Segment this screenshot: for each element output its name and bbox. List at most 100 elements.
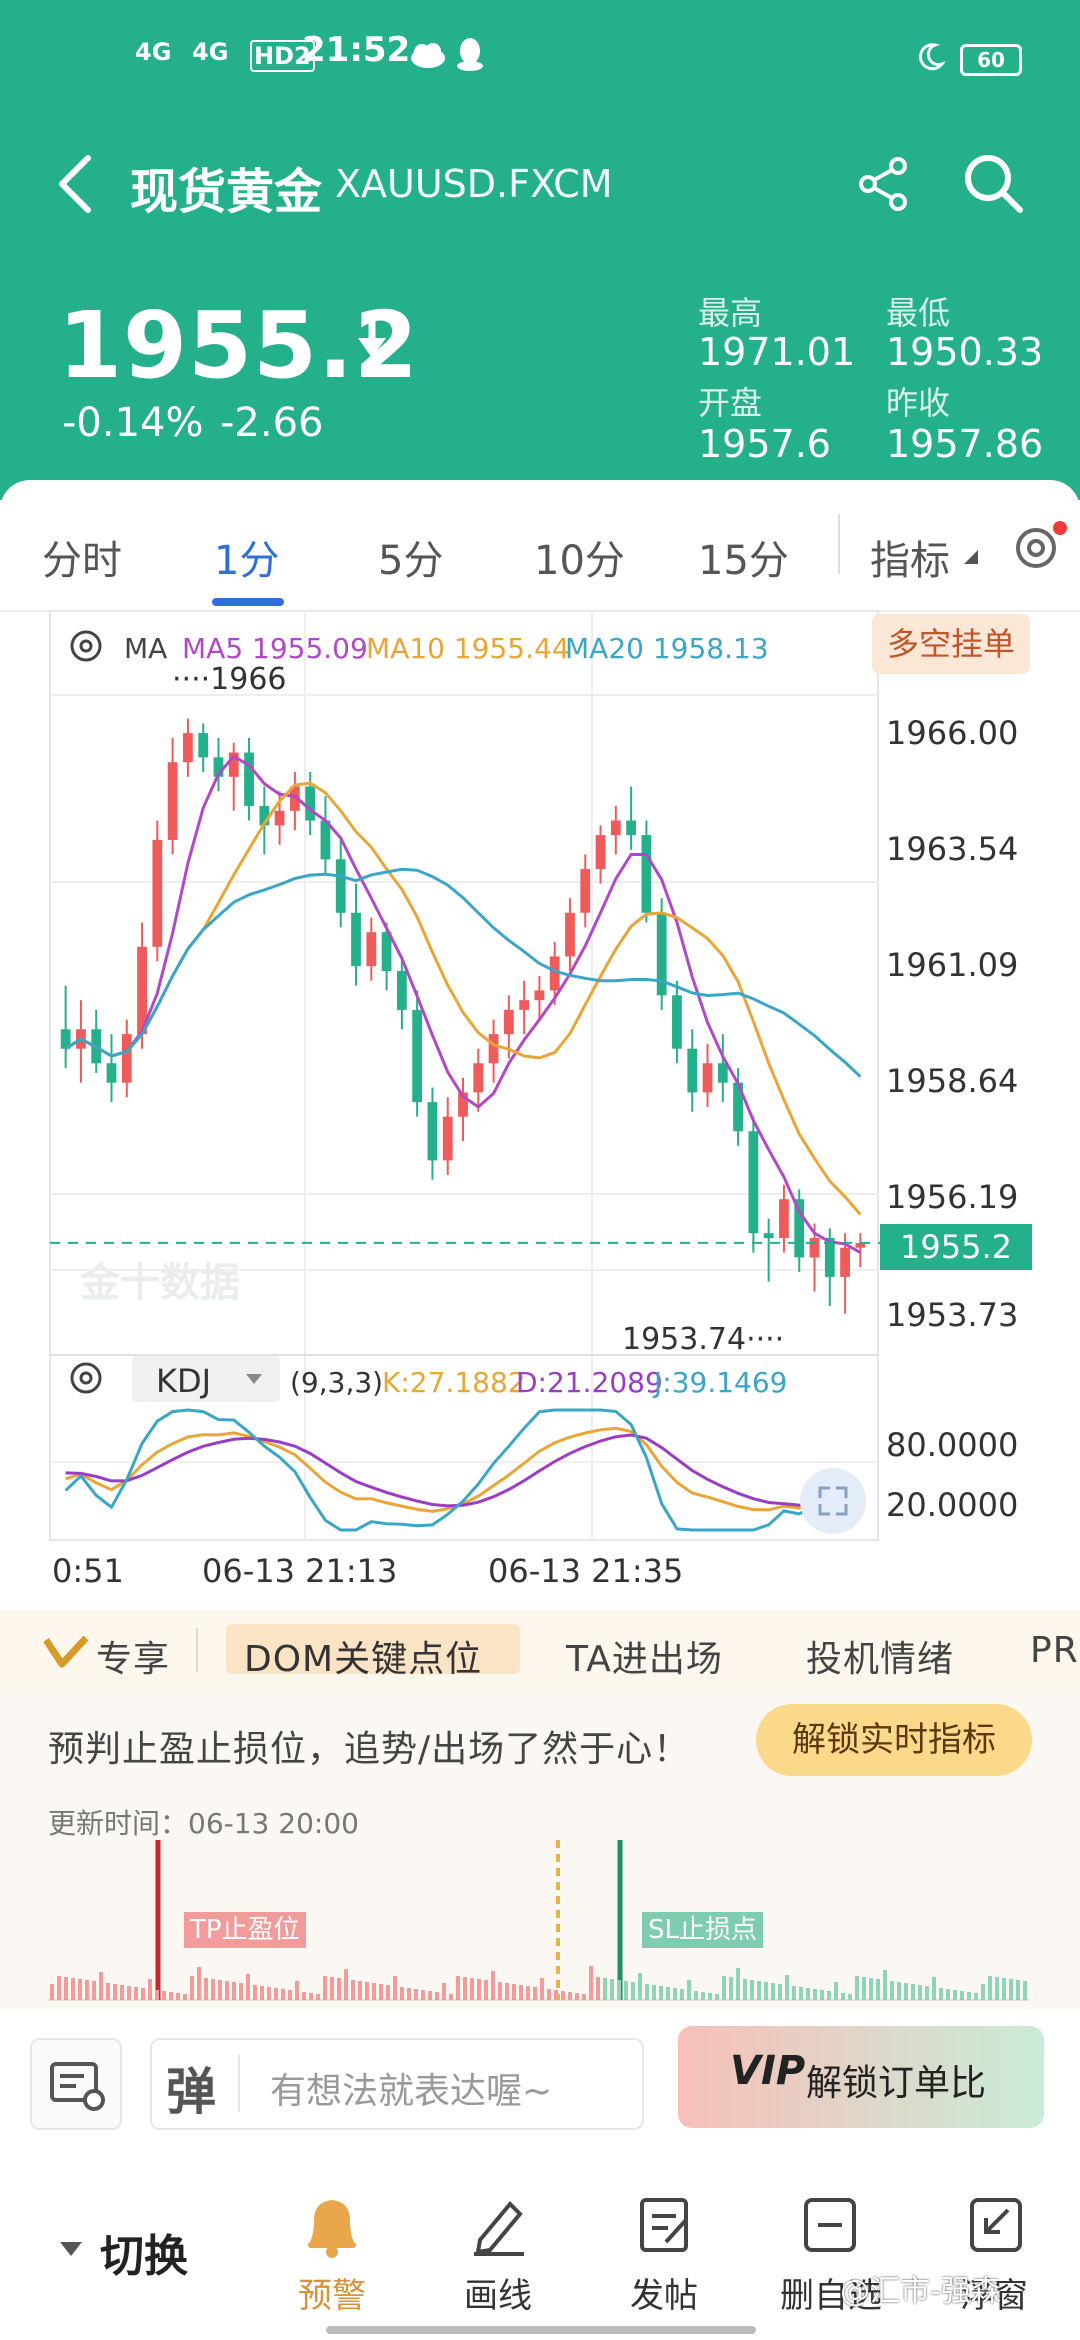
prev-close-value: 1957.86: [886, 422, 1044, 466]
expand-icon[interactable]: [800, 1468, 866, 1534]
x-tick: 0:51: [52, 1552, 124, 1590]
edit-note-icon[interactable]: [632, 2190, 696, 2260]
order-board-button[interactable]: 多空挂单: [872, 614, 1030, 674]
feature-pr[interactable]: PR: [1030, 1630, 1079, 1671]
feature-sentiment[interactable]: 投机情绪: [806, 1639, 955, 1680]
dom-bar: [232, 1982, 236, 2000]
tab-5min[interactable]: 5分: [378, 538, 444, 584]
chevron-left-icon[interactable]: [52, 152, 96, 216]
candle-body: [289, 786, 300, 811]
arrow-down-icon: [358, 316, 386, 358]
dom-bar: [267, 1987, 271, 2000]
tab-1min[interactable]: 1分: [214, 538, 280, 584]
candle-body: [488, 1034, 499, 1064]
ma10-line: [64, 781, 862, 1216]
kline-chart-area[interactable]: MA MA5 1955.09 MA10 1955.44 MA20 1958.13…: [0, 610, 1080, 1600]
candle-body: [198, 733, 209, 758]
pen-icon[interactable]: [466, 2190, 530, 2260]
indicator-menu[interactable]: 指标: [870, 538, 950, 584]
dom-bar: [71, 1978, 75, 2000]
dom-bar: [918, 1985, 922, 2000]
unlock-order-ratio-button[interactable]: VIP 解锁订单比: [678, 2026, 1044, 2128]
caret-down-icon: [60, 2242, 82, 2256]
candle-body: [458, 1092, 468, 1117]
candle-body: [259, 805, 270, 826]
dom-bar: [554, 1990, 558, 2000]
dom-bar: [344, 1969, 348, 2000]
dom-bar: [337, 1978, 341, 2000]
float-window-icon[interactable]: [964, 2190, 1028, 2260]
band-divider: [196, 1628, 198, 1672]
ma20-line: [64, 867, 862, 1078]
chart-watermark: 金十数据: [80, 1260, 240, 1306]
gear-icon[interactable]: [1010, 520, 1070, 580]
page-title: 现货黄金: [130, 164, 323, 220]
share-icon[interactable]: [856, 156, 910, 212]
candle-body: [549, 956, 560, 991]
feature-exclusive[interactable]: 专享: [96, 1639, 171, 1680]
quote-card-button[interactable]: [30, 2038, 122, 2130]
high-label: 最高: [698, 294, 763, 332]
tab-timeshare[interactable]: 分时: [42, 538, 122, 584]
feature-ta[interactable]: TA进出场: [566, 1639, 723, 1680]
dom-bar: [960, 1991, 964, 2000]
gear-icon[interactable]: [66, 626, 106, 666]
kdj-selector[interactable]: KDJ: [132, 1356, 280, 1402]
dom-bar: [743, 1979, 747, 2000]
dom-bar: [330, 1977, 334, 2000]
comment-box[interactable]: 弹 有想法就表达喔~: [150, 2038, 644, 2130]
candle-body: [473, 1063, 484, 1093]
dom-bar: [939, 1988, 943, 2000]
symbol-code: XAUUSD.FXCM: [335, 162, 613, 206]
search-icon[interactable]: [962, 152, 1024, 214]
x-tick: 06-13 21:35: [488, 1552, 684, 1590]
dom-bar: [540, 1978, 544, 2000]
kdj-params: (9,3,3): [290, 1366, 384, 1399]
kline-chart[interactable]: [0, 610, 1080, 1600]
max-price-marker: ····1966: [172, 662, 287, 697]
kdj-y-tick: 20.0000: [886, 1486, 1019, 1524]
kdj-k-line: [65, 1426, 861, 1513]
tab-15min[interactable]: 15分: [698, 538, 789, 584]
dom-bar: [106, 1983, 110, 2000]
network-indicator-2: 4G: [192, 38, 229, 66]
dom-bar: [995, 1977, 999, 2000]
dom-bar: [862, 1977, 866, 2000]
caret-down-icon: [246, 1374, 262, 1384]
nav-float-window[interactable]: 浮窗: [960, 2276, 1028, 2316]
watermark: @汇市-强森: [840, 2274, 1001, 2309]
network-indicator-1: 4G: [135, 38, 172, 66]
candle-body: [152, 839, 163, 947]
feature-band: 专享 DOM关键点位 TA进出场 投机情绪 PR: [0, 1610, 1080, 1690]
dom-bar: [736, 1968, 740, 2000]
dom-bar: [435, 1992, 439, 2000]
unlock-order-ratio-label: 解锁订单比: [806, 2063, 987, 2104]
bottom-panel: 弹 有想法就表达喔~ VIP 解锁订单比 切换: [0, 2010, 1080, 2340]
dom-bar: [400, 1987, 404, 2000]
nav-alert[interactable]: 预警: [298, 2276, 366, 2316]
vip-badge: VIP: [730, 2048, 806, 2094]
nav-draw[interactable]: 画线: [464, 2276, 532, 2316]
candle-body: [274, 810, 285, 826]
dom-bar: [85, 1980, 89, 2000]
battery-icon: 60: [960, 44, 1022, 76]
nav-remove-watchlist[interactable]: 删自选: [780, 2276, 882, 2316]
feature-dom[interactable]: DOM关键点位: [244, 1639, 483, 1680]
dom-bar: [652, 1985, 656, 2000]
dom-bar: [792, 1986, 796, 2000]
kdj-d: D:21.2089: [516, 1366, 663, 1399]
dom-bar: [722, 1976, 726, 2000]
bell-icon[interactable]: [300, 2190, 364, 2260]
gear-icon[interactable]: [66, 1358, 106, 1398]
home-indicator[interactable]: [326, 2326, 756, 2334]
dom-bar: [729, 1977, 733, 2000]
comment-placeholder[interactable]: 有想法就表达喔~: [270, 2071, 553, 2112]
dom-bar: [428, 1991, 432, 2000]
minus-box-icon[interactable]: [798, 2190, 862, 2260]
nav-post[interactable]: 发帖: [630, 2276, 698, 2316]
candle-body: [60, 1029, 71, 1049]
switch-button[interactable]: 切换: [100, 2231, 188, 2282]
dom-bar: [533, 1987, 537, 2000]
unlock-indicator-button[interactable]: 解锁实时指标: [756, 1704, 1032, 1776]
tab-10min[interactable]: 10分: [534, 538, 625, 584]
